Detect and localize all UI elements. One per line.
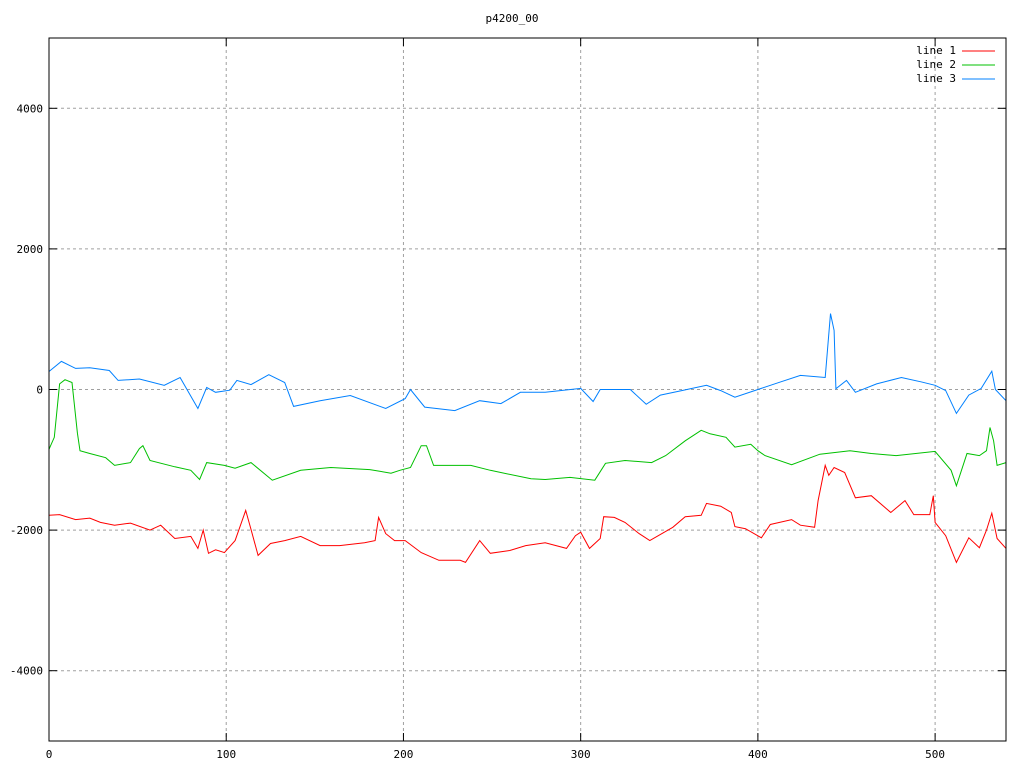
legend-label-line-2: line 2 (916, 58, 956, 71)
x-tick-label: 100 (216, 748, 236, 761)
legend: line 1 line 2 line 3 (916, 44, 995, 85)
x-tick-label: 300 (571, 748, 591, 761)
plot-border (48, 37, 1007, 742)
y-tick-label: -2000 (10, 524, 43, 537)
x-tick-label: 0 (46, 748, 53, 761)
series-line-2 (48, 379, 1007, 488)
y-tick-label: 4000 (17, 102, 44, 115)
legend-label-line-1: line 1 (916, 44, 956, 57)
axis-ticks: -4000 -2000 0 2000 4000 0 100 200 300 400 500 (10, 38, 1006, 761)
y-tick-label: 0 (36, 384, 43, 397)
x-tick-label: 200 (394, 748, 414, 761)
x-tick-label: 500 (925, 748, 945, 761)
legend-label-line-3: line 3 (916, 72, 956, 85)
chart-title: p4200_00 (486, 12, 539, 25)
series-line-3 (48, 313, 1007, 415)
series-line-1 (48, 463, 1007, 564)
series-group (48, 313, 1007, 564)
y-tick-label: 2000 (17, 243, 44, 256)
y-tick-label: -4000 (10, 665, 43, 678)
x-tick-label: 400 (748, 748, 768, 761)
